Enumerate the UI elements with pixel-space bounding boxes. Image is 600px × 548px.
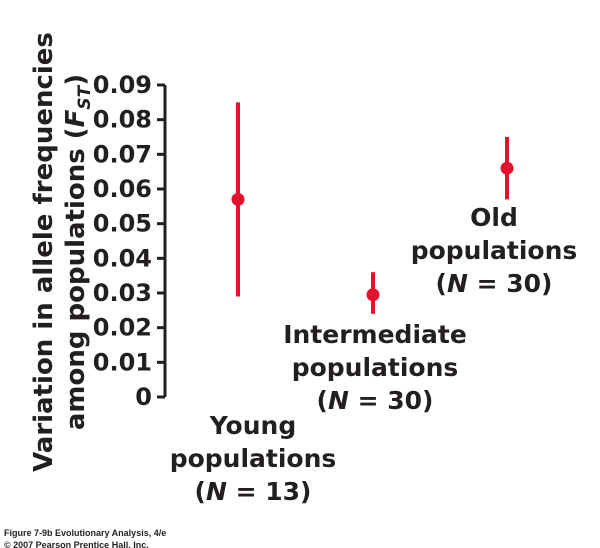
y-tick-label: 0.01 <box>93 348 152 376</box>
figure-caption-line1: Figure 7-9b Evolutionary Analysis, 4/e <box>4 528 166 538</box>
y-tick-label: 0.06 <box>93 175 152 203</box>
y-tick-label: 0.09 <box>93 71 152 99</box>
category-label-line: populations <box>292 353 459 382</box>
y-tick-label: 0.05 <box>93 210 152 238</box>
sample-size-label: (N = 13) <box>195 477 312 506</box>
y-axis: 0 0.01 0.02 0.03 0.04 0.05 0.06 0.07 0.08 0.09 <box>93 71 167 411</box>
y-tick-label: 0.04 <box>93 244 152 272</box>
y-tick-label: 0.07 <box>93 140 152 168</box>
y-axis-title-line1: Variation in allele frequencies <box>29 32 59 472</box>
sample-size-value: = 13) <box>227 477 312 506</box>
category-label-line: populations <box>170 444 337 473</box>
sample-size-symbol: N <box>447 269 468 298</box>
sample-size-prefix: ( <box>317 386 328 415</box>
data-points <box>231 102 514 314</box>
figure-caption-line2: © 2007 Pearson Prentice Hall, Inc. <box>4 540 149 548</box>
category-label-line: Intermediate <box>283 320 467 349</box>
sample-size-label: (N = 30) <box>317 386 434 415</box>
y-axis-title-prefix: among populations ( <box>61 127 91 430</box>
y-tick-label: 0.08 <box>93 106 152 134</box>
sample-size-symbol: N <box>328 386 349 415</box>
y-axis-title-symbol: F <box>61 109 91 127</box>
y-axis-title-line2: among populations (FST) <box>61 74 95 430</box>
y-axis-title-suffix: ) <box>61 74 91 86</box>
y-tick-label: 0 <box>135 383 152 411</box>
data-point <box>366 288 380 302</box>
y-axis-title-subscript: ST <box>75 84 95 109</box>
sample-size-prefix: ( <box>436 269 447 298</box>
category-label-line: Young <box>209 411 296 440</box>
sample-size-prefix: ( <box>195 477 206 506</box>
sample-size-value: = 30) <box>349 386 434 415</box>
y-tick-label: 0.02 <box>93 314 152 342</box>
sample-size-value: = 30) <box>468 269 553 298</box>
category-label-line: populations <box>411 236 578 265</box>
data-point <box>231 192 245 206</box>
y-tick-label: 0.03 <box>93 279 152 307</box>
category-label-line: Old <box>470 203 518 232</box>
sample-size-symbol: N <box>206 477 227 506</box>
data-point <box>500 161 514 175</box>
sample-size-label: (N = 30) <box>436 269 553 298</box>
